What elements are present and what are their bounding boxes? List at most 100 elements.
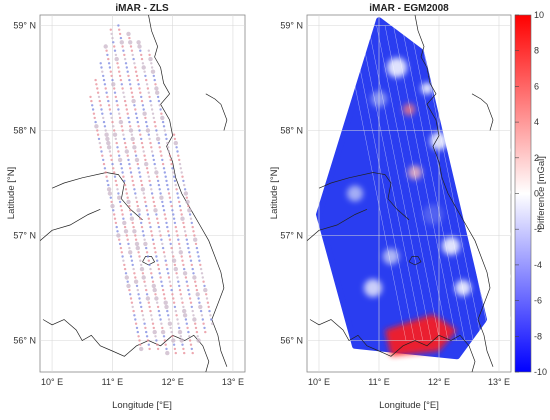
track-dot <box>106 145 112 150</box>
track-dot <box>176 318 179 321</box>
track-dot <box>119 246 123 250</box>
colorbar-tick-label: -8 <box>534 331 542 341</box>
track-dot <box>161 162 165 166</box>
track-dot <box>134 276 137 279</box>
track-dot <box>128 78 131 82</box>
track-dot <box>119 40 125 45</box>
track-dot <box>151 238 155 241</box>
track-dot <box>184 234 188 237</box>
track-dot <box>176 150 179 153</box>
track-dot <box>150 318 154 321</box>
track-dot <box>123 183 127 187</box>
track-dot <box>121 129 124 132</box>
track-dot <box>140 57 144 61</box>
track-dot <box>188 297 192 300</box>
track-dot <box>143 280 146 283</box>
track-dot <box>158 146 161 149</box>
track-dot <box>119 162 123 166</box>
track-dot <box>127 158 130 162</box>
track-dot <box>122 49 125 52</box>
track-dot <box>134 154 138 157</box>
track-dot <box>141 230 145 233</box>
track-dot <box>106 95 109 99</box>
track-dot <box>105 136 110 142</box>
track-dot <box>159 234 162 237</box>
track-line <box>376 25 440 341</box>
track-dot <box>110 203 115 209</box>
track-dot <box>136 330 139 334</box>
track-dot <box>142 192 145 195</box>
track-dot <box>202 322 205 325</box>
track-dot <box>173 140 178 146</box>
track-dot <box>170 330 173 334</box>
track-dot <box>182 271 188 276</box>
track-dot <box>131 95 134 99</box>
track-dot <box>152 287 157 293</box>
track-dot <box>145 167 149 170</box>
track-dot <box>122 259 125 262</box>
track-dot <box>109 70 113 73</box>
track-dot <box>140 305 143 309</box>
track-dot <box>134 150 137 153</box>
track-dot <box>148 221 151 225</box>
track-dot <box>156 263 160 267</box>
track-dot <box>164 175 167 178</box>
track-dot <box>192 314 195 317</box>
track-dot <box>160 238 163 241</box>
track-dot <box>154 170 159 175</box>
y-tick-label: 58° N <box>280 126 303 136</box>
track-dot <box>156 217 159 220</box>
track-dot <box>142 234 145 237</box>
track-dot <box>122 220 127 226</box>
track-dot <box>195 292 200 297</box>
track-dot <box>161 120 165 124</box>
track-dot <box>115 99 118 103</box>
track-dot <box>134 192 137 195</box>
track-dot <box>153 208 158 213</box>
track-dot <box>122 91 125 94</box>
track-dot <box>172 343 176 346</box>
track-dot <box>175 146 178 149</box>
track-dot <box>156 343 159 346</box>
track-dot <box>122 175 125 178</box>
track-dot <box>146 87 150 90</box>
track-dot <box>123 137 126 141</box>
track-dot <box>123 141 127 145</box>
track-dot <box>138 255 141 258</box>
track-dot <box>115 183 118 187</box>
track-dot <box>126 154 129 157</box>
track-dot <box>166 309 169 313</box>
track-dot <box>151 322 155 325</box>
track-dot <box>134 318 137 321</box>
track-line <box>342 25 407 341</box>
track-dot <box>170 162 173 166</box>
track-dot <box>131 221 134 225</box>
track-dot <box>140 187 146 192</box>
track-dot <box>124 188 128 191</box>
track-dot <box>147 49 150 52</box>
track-dot <box>90 99 93 103</box>
panel-right: iMAR - EGM2008 10° E 11° E 12° E 13° E 56° … <box>269 3 512 411</box>
track-dot <box>118 70 121 73</box>
track-dot <box>106 187 112 192</box>
track-dot <box>145 209 149 212</box>
track-dot <box>134 238 138 241</box>
track-line <box>485 25 511 153</box>
track-dot <box>181 343 184 346</box>
track-dot <box>172 255 175 258</box>
track-dot <box>154 293 157 296</box>
track-dot <box>132 145 137 150</box>
track-dot <box>178 246 182 250</box>
track-dot <box>175 272 178 275</box>
track-dot <box>102 116 105 120</box>
track-dot <box>148 263 151 267</box>
track-dot <box>144 116 147 120</box>
track-dot <box>170 288 173 292</box>
track-dot <box>148 53 151 57</box>
track-dot <box>196 251 199 254</box>
track-dot <box>173 137 177 141</box>
track-dot <box>173 347 177 351</box>
track-dot <box>118 238 121 241</box>
track-dot <box>166 267 169 271</box>
track-dot <box>160 329 166 335</box>
